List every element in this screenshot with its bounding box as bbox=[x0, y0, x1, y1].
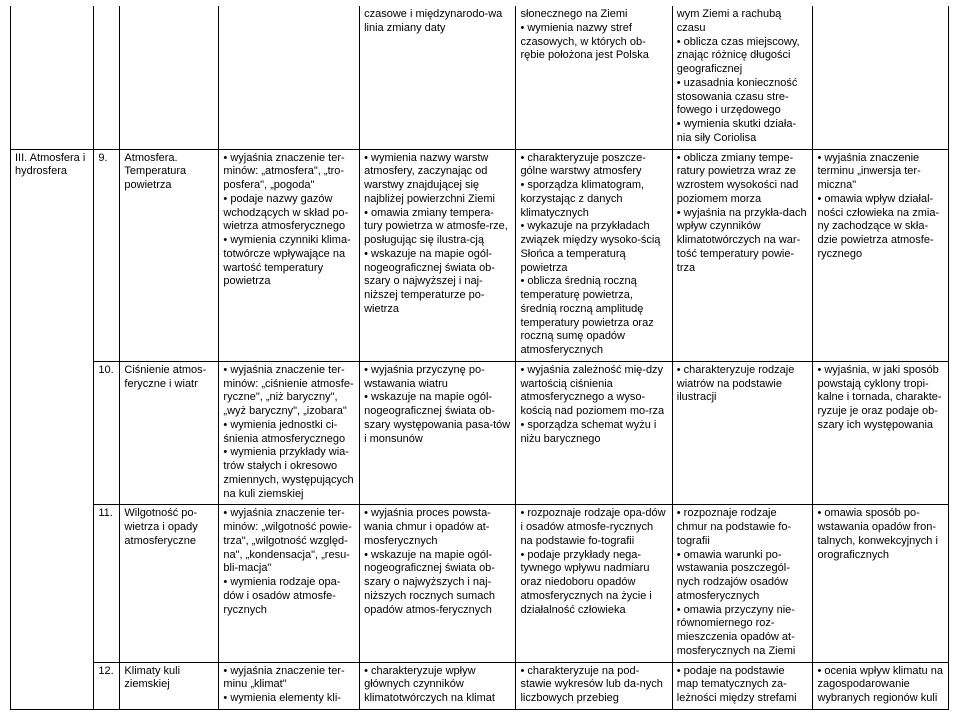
cell-col7: • oblicza zmiany tempe-ratury powietrza … bbox=[672, 149, 813, 361]
cell-col7: wym Ziemi a rachubą czasu• oblicza czas … bbox=[672, 6, 813, 149]
cell-col6: • rozpoznaje rodzaje opa-dów i osadów at… bbox=[516, 505, 672, 662]
cell-topic: Ciśnienie atmos-feryczne i wiatr bbox=[120, 361, 219, 505]
cell-col4: • wyjaśnia znaczenie ter-minów: „atmosfe… bbox=[219, 149, 360, 361]
table-row: 10. Ciśnienie atmos-feryczne i wiatr • w… bbox=[11, 361, 949, 505]
cell-topic bbox=[120, 6, 219, 149]
table-row: 12. Klimaty kuli ziemskiej • wyjaśnia zn… bbox=[11, 662, 949, 709]
cell-col5: • wyjaśnia proces powsta-wania chmur i o… bbox=[360, 505, 516, 662]
table-row: 11. Wilgotność po-wietrza i opady atmosf… bbox=[11, 505, 949, 662]
table-row: czasowe i międzynarodo-wa linia zmiany d… bbox=[11, 6, 949, 149]
cell-section: III. Atmosfera i hydrosfera bbox=[11, 149, 94, 709]
cell-topic: Wilgotność po-wietrza i opady atmosferyc… bbox=[120, 505, 219, 662]
cell-col4 bbox=[219, 6, 360, 149]
cell-col5: • wyjaśnia przyczynę po-wstawania wiatru… bbox=[360, 361, 516, 505]
cell-topic: Atmosfera. Temperatura powietrza bbox=[120, 149, 219, 361]
page-container: czasowe i międzynarodo-wa linia zmiany d… bbox=[0, 0, 959, 720]
cell-num: 12. bbox=[94, 662, 120, 709]
cell-col7: • charakteryzuje rodzaje wiatrów na pods… bbox=[672, 361, 813, 505]
cell-col8: • omawia sposób po-wstawania opadów fron… bbox=[813, 505, 949, 662]
cell-col8 bbox=[813, 6, 949, 149]
curriculum-table: czasowe i międzynarodo-wa linia zmiany d… bbox=[10, 6, 949, 710]
cell-col8: • wyjaśnia znaczenie terminu „inwersja t… bbox=[813, 149, 949, 361]
cell-num bbox=[94, 6, 120, 149]
cell-col5: • wymienia nazwy warstw atmosfery, zaczy… bbox=[360, 149, 516, 361]
cell-num: 11. bbox=[94, 505, 120, 662]
cell-col4: • wyjaśnia znaczenie ter-minu „klimat"• … bbox=[219, 662, 360, 709]
cell-col7: • podaje na podstawie map tematycznych z… bbox=[672, 662, 813, 709]
cell-num: 9. bbox=[94, 149, 120, 361]
cell-col4: • wyjaśnia znaczenie ter-minów: „wilgotn… bbox=[219, 505, 360, 662]
cell-col7: • rozpoznaje rodzaje chmur na podstawie … bbox=[672, 505, 813, 662]
cell-col6: słonecznego na Ziemi• wymienia nazwy str… bbox=[516, 6, 672, 149]
cell-section bbox=[11, 6, 94, 149]
cell-col6: • wyjaśnia zależność mię-dzy wartością c… bbox=[516, 361, 672, 505]
table-body: czasowe i międzynarodo-wa linia zmiany d… bbox=[11, 6, 949, 709]
cell-col8: • wyjaśnia, w jaki sposób powstają cyklo… bbox=[813, 361, 949, 505]
cell-topic: Klimaty kuli ziemskiej bbox=[120, 662, 219, 709]
cell-col5: czasowe i międzynarodo-wa linia zmiany d… bbox=[360, 6, 516, 149]
cell-col6: • charakteryzuje na pod-stawie wykresów … bbox=[516, 662, 672, 709]
cell-col6: • charakteryzuje poszcze-gólne warstwy a… bbox=[516, 149, 672, 361]
cell-num: 10. bbox=[94, 361, 120, 505]
cell-col8: • ocenia wpływ klimatu na zagospodarowan… bbox=[813, 662, 949, 709]
table-row: III. Atmosfera i hydrosfera 9. Atmosfera… bbox=[11, 149, 949, 361]
cell-col4: • wyjaśnia znaczenie ter-minów: „ciśnien… bbox=[219, 361, 360, 505]
cell-col5: • charakteryzuje wpływ głównych czynnikó… bbox=[360, 662, 516, 709]
